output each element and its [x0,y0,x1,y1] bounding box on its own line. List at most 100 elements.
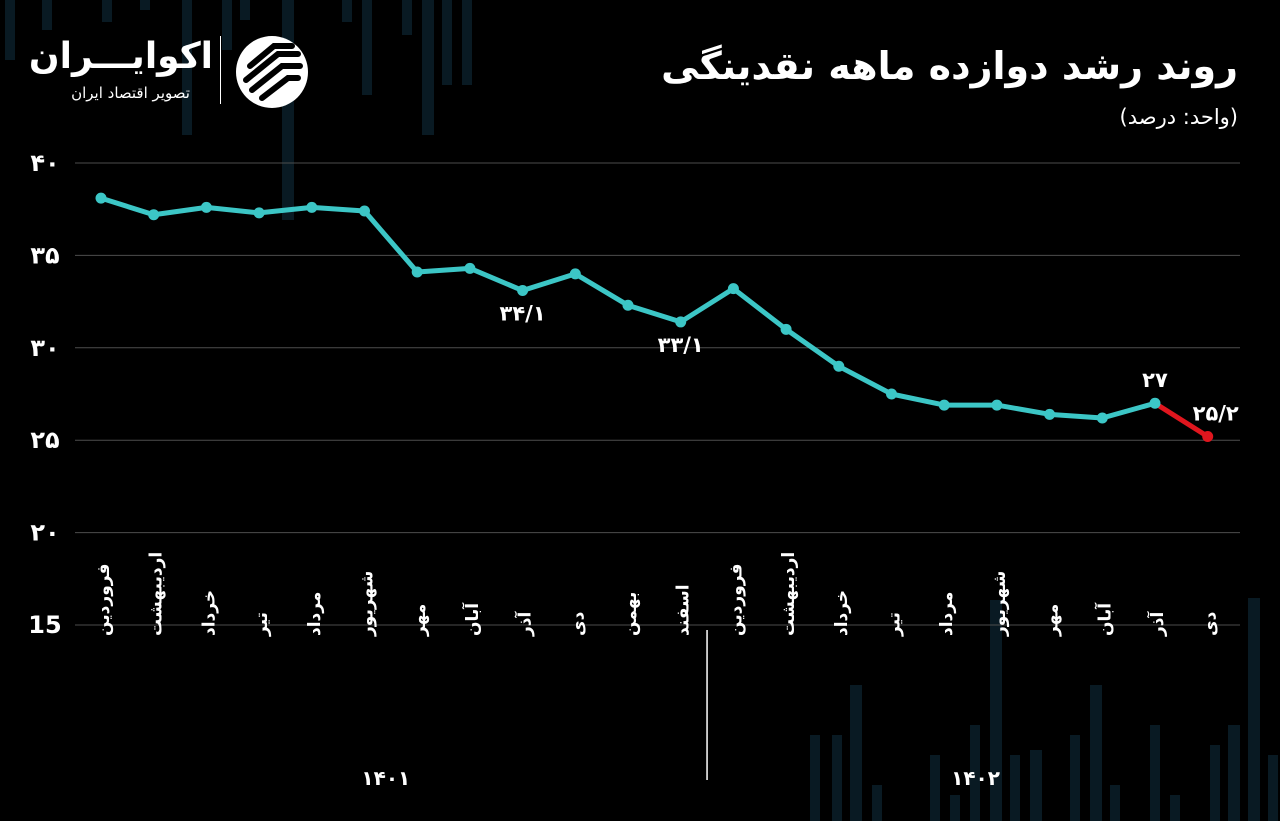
decor-bar [102,0,112,22]
data-point [148,209,160,221]
y-tick-label: 15 [28,611,61,639]
data-point [569,268,581,280]
y-tick-label: ۲۵ [30,426,59,454]
y-tick-label: ۳۵ [30,241,59,269]
decor-bar [222,0,232,50]
decor-bar [5,0,15,60]
x-tick-label: شهریور [990,571,1010,637]
x-tick-label: مرداد [305,592,325,636]
x-tick-label: تیر [885,612,905,637]
decor-bar [1150,725,1160,821]
decor-bar [850,685,862,821]
data-point [464,262,476,274]
decor-bar [1170,795,1180,821]
chart-grid [75,162,1240,626]
decor-bar [990,600,1002,821]
data-point [411,266,423,278]
x-tick-label: مهر [410,604,430,637]
x-tick-label: آبان [461,602,483,636]
x-tick-label: تیر [252,612,272,637]
x-tick-label: دی [568,611,588,636]
decor-bar [1070,735,1080,821]
decor-bar [872,785,882,821]
decor-bar [1090,685,1102,821]
brand-tagline: تصویر اقتصاد ایران [71,84,190,102]
data-label: ۲۷ [1142,368,1168,392]
decor-bar [930,755,940,821]
decor-bar [1210,745,1220,821]
data-point [938,399,950,411]
data-point [991,399,1003,411]
decor-bar [1110,785,1120,821]
decor-bar [1228,725,1240,821]
y-tick-label: ۴۰ [30,149,59,177]
data-point [1044,408,1056,420]
x-tick-label: مهر [1043,604,1063,637]
data-point [1202,431,1214,443]
year-label: ۱۴۰۲ [951,766,1000,790]
x-tick-label: شهریور [358,571,378,637]
data-labels: ۳۴/۱ ۳۳/۱ ۲۷ ۲۵/۲ [500,302,1239,426]
year-label: ۱۴۰۱ [361,766,410,790]
x-tick-label: فروردین [726,564,746,636]
y-tick-label: ۲۰ [30,519,59,547]
data-point [886,388,897,400]
decor-bar [182,0,192,135]
highlight-segment [1152,400,1211,440]
decor-bar [1268,755,1278,821]
decor-bar [1248,598,1260,821]
data-point [727,283,739,295]
data-label: ۳۴/۱ [500,302,546,326]
data-point [622,299,634,311]
x-tick-label: آذر [1146,610,1168,637]
x-tick-label: خرداد [199,590,219,636]
decor-bar [140,0,150,10]
data-point [306,201,318,213]
decor-bar [342,0,352,22]
x-tick-label: دی [1201,611,1221,636]
x-tick-label: اردیبهشت [147,552,167,636]
decor-bar [462,0,472,85]
x-tick-label: اردیبهشت [779,552,799,636]
decor-bar [422,0,434,135]
year-groups: ۱۴۰۱ ۱۴۰۲ [361,630,1000,790]
data-point [517,285,529,297]
ecoiran-logo-icon [236,36,308,108]
data-label: ۲۵/۲ [1193,402,1239,426]
x-tick-label: خرداد [832,590,852,636]
data-point [200,201,212,213]
decor-bar [402,0,412,35]
x-tick-label: فروردین [94,564,114,636]
decor-bar [1030,750,1042,821]
unit-subtitle: (واحد: درصد) [1119,105,1238,129]
x-tick-label: مرداد [937,592,957,636]
data-point [780,323,792,335]
decor-bar [442,0,452,85]
data-label: ۳۳/۱ [658,333,704,357]
x-axis-ticks: فروردین اردیبهشت خرداد تیر مرداد شهریور مهر آبا… [94,552,1221,637]
series-line [98,195,1211,440]
decor-bar [1010,755,1020,821]
series-points [95,192,1214,443]
page-title: روند رشد دوازده ماهه نقدینگی [661,44,1238,88]
decor-bar [362,0,372,95]
brand-divider [220,36,221,104]
x-tick-label: آذر [514,610,536,637]
x-tick-label: اسفند [674,584,694,636]
y-axis-ticks: ۴۰ ۳۵ ۳۰ ۲۵ ۲۰ 15 [28,149,61,639]
data-point [833,360,845,372]
data-point [675,316,687,328]
brand-name: اکوایـــران [28,36,213,77]
data-point [253,207,265,219]
background-decor-bars [5,0,1278,821]
decor-bar [42,0,52,30]
brand-logo: اکوایـــران تصویر اقتصاد ایران [28,32,318,112]
data-point [1096,412,1108,424]
data-point [359,205,370,217]
decor-bar [832,735,842,821]
decor-bar [970,725,980,821]
decor-bar [240,0,250,20]
data-point [95,192,107,204]
decor-bar [810,735,820,821]
